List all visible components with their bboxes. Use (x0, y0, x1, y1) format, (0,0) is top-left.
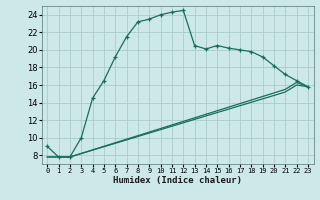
X-axis label: Humidex (Indice chaleur): Humidex (Indice chaleur) (113, 176, 242, 185)
